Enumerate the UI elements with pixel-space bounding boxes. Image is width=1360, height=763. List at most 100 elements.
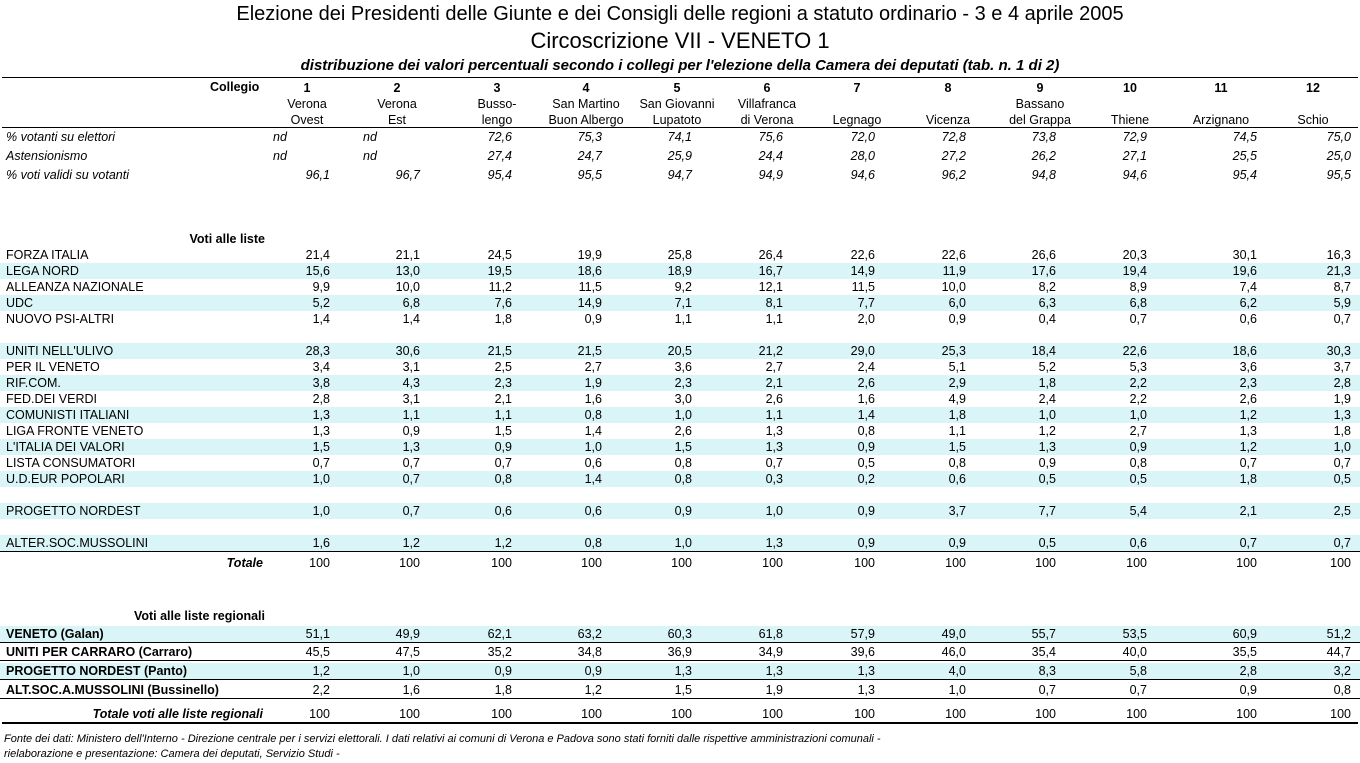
table-cell: 5,2 bbox=[312, 296, 330, 310]
table-cell: 18,6 bbox=[1232, 344, 1257, 358]
table-cell: 21,4 bbox=[305, 248, 330, 262]
table-cell: 2,7 bbox=[1129, 424, 1147, 438]
row-label: U.D.EUR POPOLARI bbox=[6, 472, 125, 486]
table-cell: 2,3 bbox=[1239, 376, 1257, 390]
table-cell: 1,4 bbox=[312, 312, 330, 326]
column-number: 1 bbox=[303, 81, 311, 95]
table-cell: 1,2 bbox=[1038, 424, 1056, 438]
table-cell: 2,6 bbox=[674, 424, 692, 438]
table-cell: 46,0 bbox=[941, 645, 966, 659]
table-cell: 51,1 bbox=[305, 627, 330, 641]
table-cell: 8,2 bbox=[1038, 280, 1056, 294]
table-cell: 100 bbox=[854, 556, 875, 570]
table-cell: 55,7 bbox=[1031, 627, 1056, 641]
table-cell: 12,1 bbox=[758, 280, 783, 294]
table-cell: 2,4 bbox=[857, 360, 875, 374]
table-cell: 1,0 bbox=[674, 408, 692, 422]
table-cell: 10,0 bbox=[941, 280, 966, 294]
table-cell: 2,4 bbox=[1038, 392, 1056, 406]
row-label: PER IL VENETO bbox=[6, 360, 100, 374]
table-cell: 14,9 bbox=[577, 296, 602, 310]
column-header-4: 4 San Martino Buon Albergo bbox=[541, 80, 631, 128]
column-number: 6 bbox=[763, 81, 771, 95]
table-cell: 1,5 bbox=[494, 424, 512, 438]
table-cell: 4,9 bbox=[948, 392, 966, 406]
table-cell: 75,0 bbox=[1326, 130, 1351, 144]
table-cell: 7,1 bbox=[674, 296, 692, 310]
table-cell: 16,3 bbox=[1326, 248, 1351, 262]
table-cell: 60,9 bbox=[1232, 627, 1257, 641]
table-cell: nd bbox=[363, 130, 377, 144]
table-cell: 0,5 bbox=[1038, 472, 1056, 486]
table-cell: 0,9 bbox=[674, 504, 692, 518]
table-cell: 6,8 bbox=[402, 296, 420, 310]
collegio-label: Collegio bbox=[210, 80, 260, 94]
table-cell: 1,3 bbox=[1239, 424, 1257, 438]
row-label: LIGA FRONTE VENETO bbox=[6, 424, 144, 438]
table-cell: 9,9 bbox=[312, 280, 330, 294]
table-cell: 3,2 bbox=[1333, 664, 1351, 678]
table-cell: 1,8 bbox=[948, 408, 966, 422]
table-cell: 11,5 bbox=[578, 280, 602, 294]
table-cell: 26,6 bbox=[1031, 248, 1056, 262]
column-name-line2: Ovest bbox=[290, 113, 324, 127]
table-cell: 2,6 bbox=[765, 392, 783, 406]
table-cell: 26,4 bbox=[758, 248, 783, 262]
table-cell: 2,5 bbox=[1333, 504, 1351, 518]
table-cell: 47,5 bbox=[395, 645, 420, 659]
table-cell: 0,7 bbox=[1129, 312, 1147, 326]
row-label: Totale bbox=[226, 556, 263, 570]
row-label: LISTA CONSUMATORI bbox=[6, 456, 136, 470]
table-cell: 7,4 bbox=[1239, 280, 1257, 294]
column-header-8: 8 Vicenza bbox=[903, 80, 993, 128]
table-cell: 0,9 bbox=[857, 440, 875, 454]
table-cell: 1,3 bbox=[1038, 440, 1056, 454]
stats-row: % votanti su elettori nd nd 72,6 75,3 74,1 75,… bbox=[0, 129, 1360, 145]
table-cell: 2,7 bbox=[765, 360, 783, 374]
stats-row: % voti validi su votanti 96,1 96,7 95,4 95,5… bbox=[0, 167, 1360, 183]
table-cell: 1,1 bbox=[948, 424, 966, 438]
regionale-row: ALT.SOC.A.MUSSOLINI (Bussinello) 2,2 1,6 1,… bbox=[0, 682, 1360, 699]
table-cell: 1,2 bbox=[1239, 408, 1257, 422]
table-cell: 0,7 bbox=[765, 456, 783, 470]
table-cell: 100 bbox=[491, 707, 512, 721]
table-cell: 1,1 bbox=[674, 312, 692, 326]
table-cell: 0,6 bbox=[584, 456, 602, 470]
column-name-line2: Vicenza bbox=[925, 113, 971, 127]
footnote-line2: rielaborazione e presentazione: Camera d… bbox=[4, 748, 340, 760]
table-cell: 100 bbox=[581, 556, 602, 570]
table-cell: 100 bbox=[581, 707, 602, 721]
table-cell: 1,4 bbox=[584, 424, 602, 438]
table-cell: 60,3 bbox=[667, 627, 692, 641]
table-cell: 1,0 bbox=[312, 504, 330, 518]
table-cell: 100 bbox=[945, 707, 966, 721]
table-cell: 0,9 bbox=[857, 536, 875, 550]
column-header-12: 12 Schio bbox=[1268, 80, 1358, 128]
table-cell: 2,6 bbox=[1239, 392, 1257, 406]
table-cell: 1,5 bbox=[312, 440, 330, 454]
column-number: 7 bbox=[853, 81, 861, 95]
table-cell: 74,5 bbox=[1232, 130, 1257, 144]
table-cell: 15,6 bbox=[305, 264, 330, 278]
table-cell: 10,0 bbox=[395, 280, 420, 294]
table-cell: 21,5 bbox=[577, 344, 602, 358]
table-cell: 3,6 bbox=[1239, 360, 1257, 374]
table-cell: 27,1 bbox=[1122, 149, 1147, 163]
table-cell: 0,8 bbox=[674, 472, 692, 486]
table-cell: 73,8 bbox=[1031, 130, 1056, 144]
table-cell: 74,1 bbox=[667, 130, 692, 144]
column-header-9: 9 Bassano del Grappa bbox=[995, 80, 1085, 128]
table-cell: 1,1 bbox=[494, 408, 512, 422]
table-cell: 35,5 bbox=[1232, 645, 1257, 659]
column-number: 12 bbox=[1306, 81, 1320, 95]
row-label: FORZA ITALIA bbox=[6, 248, 89, 262]
table-cell: 62,1 bbox=[487, 627, 512, 641]
table-cell: 95,4 bbox=[1232, 168, 1257, 182]
table-cell: 1,3 bbox=[312, 424, 330, 438]
column-name-line1 bbox=[812, 96, 902, 112]
column-name-line1: Verona bbox=[377, 97, 417, 111]
lista-row: NUOVO PSI-ALTRI 1,4 1,4 1,8 0,9 1,1 1,1 2,0 0,9 0… bbox=[0, 311, 1360, 327]
table-cell: 18,6 bbox=[577, 264, 602, 278]
table-cell: 19,6 bbox=[1232, 264, 1257, 278]
column-name-line2: Est bbox=[387, 113, 407, 127]
